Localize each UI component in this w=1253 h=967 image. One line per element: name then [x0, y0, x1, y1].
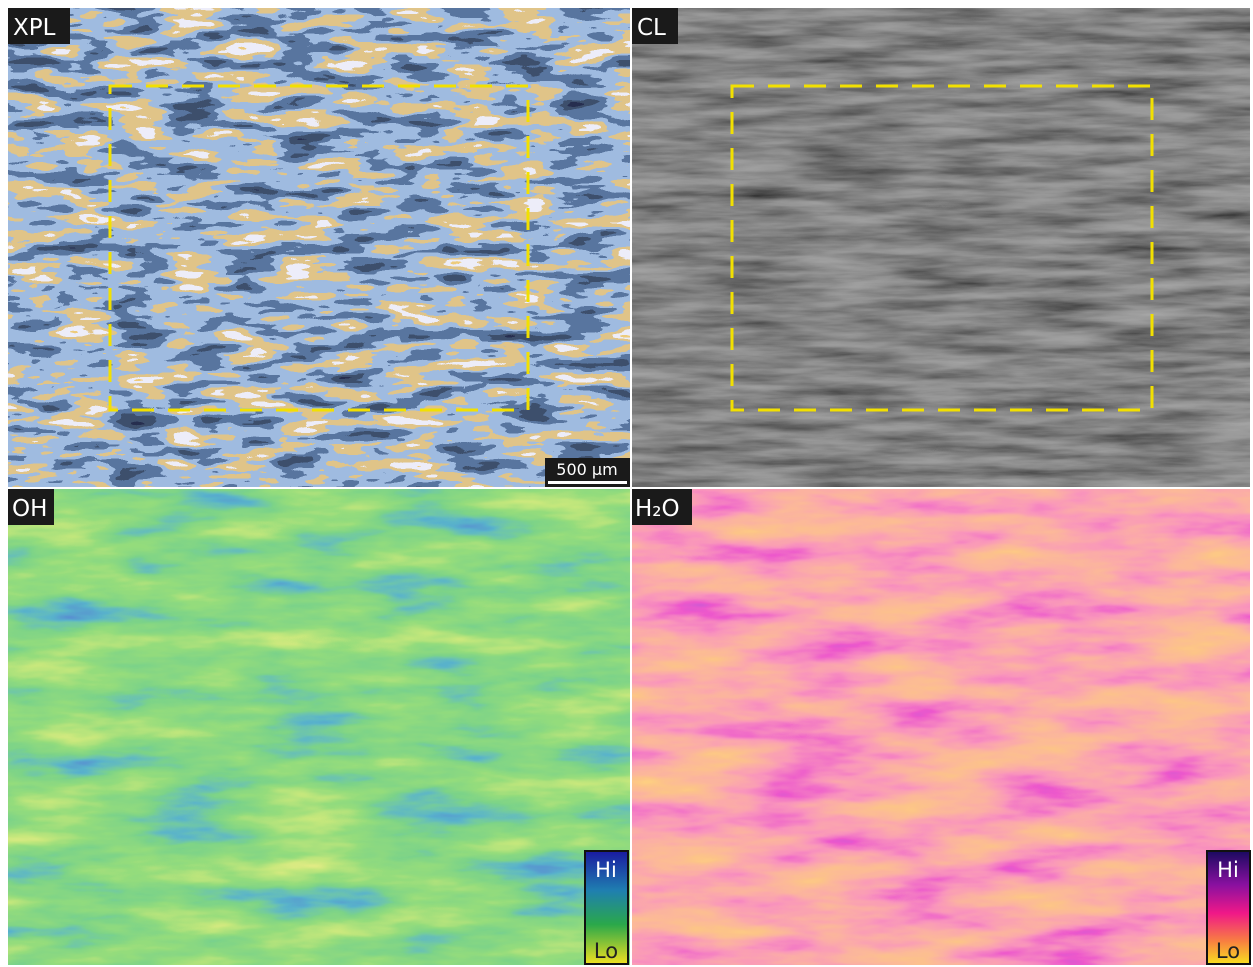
h2o-map	[632, 489, 1250, 965]
panel-label: XPL	[13, 15, 56, 41]
cl-image	[632, 8, 1250, 487]
colorbar-high: Hi	[1217, 858, 1239, 882]
panel-label: H₂O	[635, 496, 680, 522]
panel-cl: CL	[632, 8, 1250, 487]
figure: XPL 500 µm CL OH Hi Lo H₂O Hi Lo	[0, 0, 1253, 967]
panel-h2o: H₂O Hi Lo	[632, 489, 1250, 965]
panel-label: OH	[12, 496, 47, 522]
colorbar-high: Hi	[595, 858, 617, 882]
oh-map	[8, 489, 630, 965]
scale-bar-label: 500 µm	[556, 460, 617, 479]
colorbar-low: Lo	[1216, 939, 1240, 963]
colorbar-low: Lo	[594, 939, 618, 963]
panel-label: CL	[637, 15, 666, 41]
panel-oh: OH Hi Lo	[8, 489, 630, 965]
xpl-image	[8, 8, 630, 487]
scale-bar	[548, 481, 627, 484]
panel-xpl: XPL 500 µm	[8, 8, 630, 487]
